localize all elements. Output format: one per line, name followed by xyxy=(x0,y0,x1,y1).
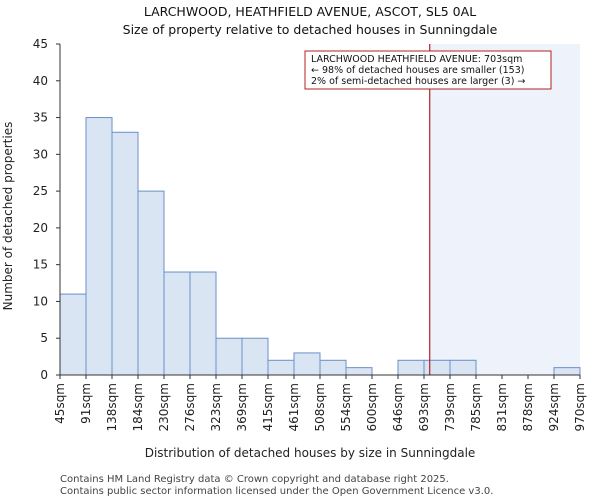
larger-properties-region xyxy=(429,44,580,375)
x-tick-label: 924sqm xyxy=(547,383,561,431)
x-tick-label: 323sqm xyxy=(209,383,223,431)
x-tick-label: 184sqm xyxy=(131,383,145,431)
x-tick-label: 45sqm xyxy=(53,383,67,424)
histogram-bar xyxy=(397,359,425,376)
annotation-box: LARCHWOOD HEATHFIELD AVENUE: 703sqm ← 98… xyxy=(304,50,552,90)
y-tick-label: 40 xyxy=(33,74,48,88)
histogram-bar xyxy=(163,271,191,376)
x-tick-label: 739sqm xyxy=(443,383,457,431)
x-tick-label: 970sqm xyxy=(573,383,587,431)
x-tick-label: 276sqm xyxy=(183,383,197,431)
annotation-border xyxy=(304,50,552,90)
x-tick-label: 369sqm xyxy=(235,383,249,431)
y-tick-label: 0 xyxy=(40,368,48,382)
chart-title: LARCHWOOD, HEATHFIELD AVENUE, ASCOT, SL5… xyxy=(144,4,476,19)
histogram-bar xyxy=(215,337,243,376)
bars-group xyxy=(59,117,581,376)
annotation-line-3: 2% of semi-detached houses are larger (3… xyxy=(311,76,525,87)
histogram-bar xyxy=(189,271,217,376)
y-axis-label: Number of detached properties xyxy=(1,122,15,311)
x-tick-label: 415sqm xyxy=(261,383,275,431)
y-tick-label: 10 xyxy=(33,294,48,308)
x-tick-label: 508sqm xyxy=(313,383,327,431)
histogram-bar xyxy=(293,352,321,376)
y-tick-label: 15 xyxy=(33,258,48,272)
annotation-line-2: ← 98% of detached houses are smaller (15… xyxy=(311,65,524,76)
y-tick-label: 30 xyxy=(33,147,48,161)
x-tick-label: 831sqm xyxy=(495,383,509,431)
histogram-bar xyxy=(423,359,451,376)
x-tick-label: 138sqm xyxy=(105,383,119,431)
histogram-bar xyxy=(319,359,347,376)
y-ticks-group: 0 5 10 15 20 25 30 35 40 45 xyxy=(33,37,60,382)
histogram-bar xyxy=(59,293,87,376)
histogram-bar xyxy=(111,131,139,376)
x-tick-label: 646sqm xyxy=(391,383,405,431)
y-tick-label: 35 xyxy=(33,111,48,125)
y-tick-label: 5 xyxy=(40,331,48,345)
x-tick-label: 785sqm xyxy=(469,383,483,431)
histogram-bar xyxy=(553,367,581,376)
histogram-bar xyxy=(241,337,269,376)
histogram-bar xyxy=(267,359,295,376)
y-tick-label: 45 xyxy=(33,37,48,51)
annotation-line-1: LARCHWOOD HEATHFIELD AVENUE: 703sqm xyxy=(311,54,522,65)
x-tick-label: 554sqm xyxy=(339,383,353,431)
x-tick-label: 693sqm xyxy=(417,383,431,431)
x-tick-label: 461sqm xyxy=(287,383,301,431)
histogram-bar xyxy=(449,359,477,376)
x-ticks-group: 45sqm 91sqm 138sqm 184sqm 230sqm 276sqm 323sqm… xyxy=(53,375,587,431)
footer-line-2: Contains public sector information licen… xyxy=(60,486,493,497)
histogram-bar xyxy=(345,367,373,376)
footer-line-1: Contains HM Land Registry data © Crown c… xyxy=(60,474,449,485)
histogram-bar xyxy=(85,117,113,376)
histogram-bar xyxy=(137,190,165,376)
x-tick-label: 230sqm xyxy=(157,383,171,431)
chart-subtitle: Size of property relative to detached ho… xyxy=(123,22,498,37)
x-tick-label: 878sqm xyxy=(521,383,535,431)
y-tick-label: 25 xyxy=(33,184,48,198)
y-tick-label: 20 xyxy=(33,221,48,235)
x-axis-label: Distribution of detached houses by size … xyxy=(145,446,476,460)
x-tick-label: 91sqm xyxy=(79,383,93,424)
x-tick-label: 600sqm xyxy=(365,383,379,431)
